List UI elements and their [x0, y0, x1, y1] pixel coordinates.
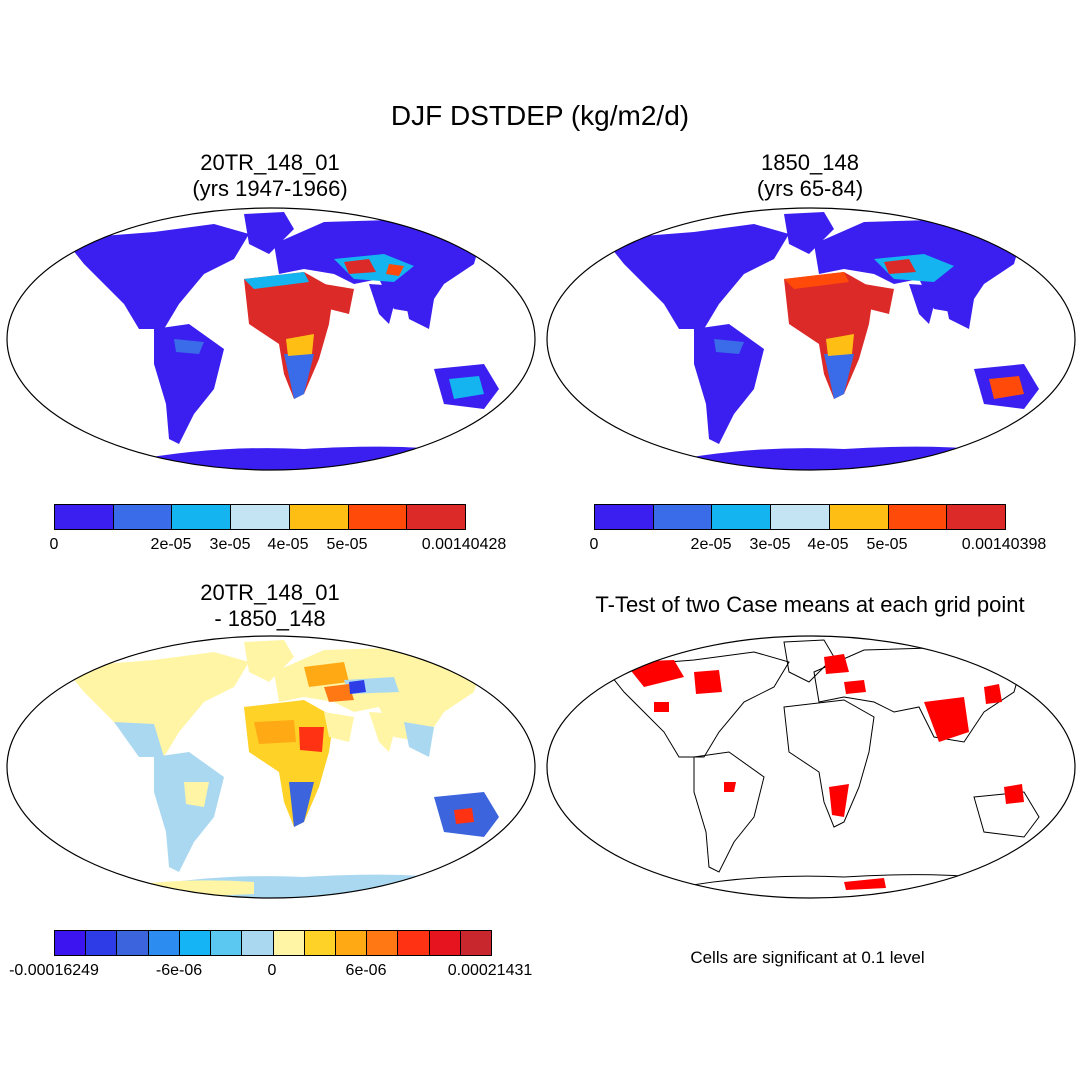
colorbar2-tick-label: 4e-05: [807, 536, 849, 553]
colorbar1-tick-label: 4e-05: [267, 536, 309, 553]
figure-title: DJF DSTDEP (kg/m2/d): [390, 100, 690, 131]
colorbar3-tick-label: 0.00021431: [447, 962, 533, 979]
north-america: [64, 652, 249, 757]
greenland: [784, 212, 834, 254]
colorbar2-tick-label: 2e-05: [690, 536, 732, 553]
panel2-title-line1: 1850_148: [761, 150, 859, 175]
panel1-title-line2: (yrs 1947-1966): [192, 176, 348, 201]
colorbar2-tick-label: 0.00140398: [961, 536, 1047, 553]
colorbar2-tick-label: 3e-05: [749, 536, 791, 553]
colorbar1-tick-label: 0.00140428: [421, 536, 507, 553]
colorbar-panel1: [54, 504, 466, 530]
south-america: [154, 324, 224, 444]
panel2-title: 1850_148 (yrs 65-84): [610, 150, 1010, 202]
north-america-outline: [603, 651, 790, 758]
colorbar3-tick-label: -0.00016249: [9, 962, 99, 979]
significance-note: Cells are significant at 0.1 level: [690, 948, 925, 967]
colorbar-panel2: [594, 504, 1006, 530]
north-america: [64, 224, 249, 329]
colorbar1-tick-label: 0: [49, 536, 59, 553]
africa: [784, 272, 874, 399]
colorbar2-tick-label: 0: [589, 536, 599, 553]
map-panel2: [546, 207, 1076, 471]
panel3-title: 20TR_148_01 - 1850_148: [70, 580, 470, 632]
map-panel3: [6, 635, 536, 899]
panel3-title-line1: 20TR_148_01: [200, 580, 340, 605]
colorbar3-tick-label: 6e-06: [345, 962, 387, 979]
colorbar1-tick-label: 5e-05: [326, 536, 368, 553]
panel2-title-line2: (yrs 65-84): [756, 176, 864, 201]
panel1-title: 20TR_148_01 (yrs 1947-1966): [70, 150, 470, 202]
north-america: [604, 224, 789, 329]
africa-outline: [783, 699, 875, 828]
panel4-title: T-Test of two Case means at each grid po…: [595, 592, 1025, 617]
panel1-title-line1: 20TR_148_01: [200, 150, 340, 175]
greenland: [244, 640, 294, 682]
colorbar1-tick-label: 3e-05: [209, 536, 251, 553]
greenland-outline: [783, 639, 835, 683]
colorbar3-tick-label: -6e-06: [155, 962, 203, 979]
colorbar2-tick-label: 5e-05: [866, 536, 908, 553]
map-panel4: [546, 635, 1076, 899]
significant-cells: [624, 654, 1024, 890]
south-america: [694, 324, 764, 444]
africa: [244, 272, 334, 399]
antarctica-outline: [643, 874, 1015, 895]
colorbar-panel3: [54, 930, 492, 956]
map-panel1: [6, 207, 536, 471]
africa: [244, 700, 334, 827]
panel3-title-line2: - 1850_148: [214, 606, 326, 631]
greenland: [244, 212, 294, 254]
south-america: [154, 752, 224, 872]
south-america-outline: [693, 751, 765, 873]
colorbar3-tick-label: 0: [267, 962, 277, 979]
colorbar1-tick-label: 2e-05: [150, 536, 192, 553]
